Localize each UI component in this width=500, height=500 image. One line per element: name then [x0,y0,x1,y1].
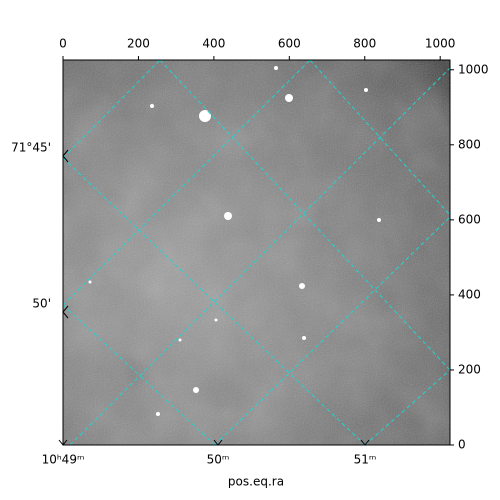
ra-tick-label: 10ʰ49ᵐ [42,453,85,467]
sky-image [63,60,450,445]
x-tick-label: 600 [278,37,301,51]
ra-tick-label: 50ᵐ [207,453,230,467]
y-tick-label: 800 [458,137,481,151]
ra-tick [58,439,68,446]
y-tick-label: 200 [458,362,481,376]
ra-tick [213,439,223,446]
y-tick-label: 1000 [458,62,489,76]
x-tick-label: 400 [202,37,225,51]
x-axis-label: pos.eq.ra [228,475,284,489]
x-tick-label: 200 [127,37,150,51]
x-tick-label: 800 [353,37,376,51]
frame [62,59,451,446]
ra-tick-label: 51ᵐ [354,453,377,467]
ra-tick [360,439,370,446]
x-tick-label: 0 [59,37,67,51]
dec-tick-label: 50' [32,297,51,311]
dec-tick [62,149,69,163]
y-tick-label: 0 [458,438,466,452]
y-tick-label: 600 [458,212,481,226]
dec-tick-label: 71°45' [11,141,51,155]
x-tick-label: 1000 [425,37,456,51]
dec-tick [62,305,69,319]
y-tick-label: 400 [458,287,481,301]
